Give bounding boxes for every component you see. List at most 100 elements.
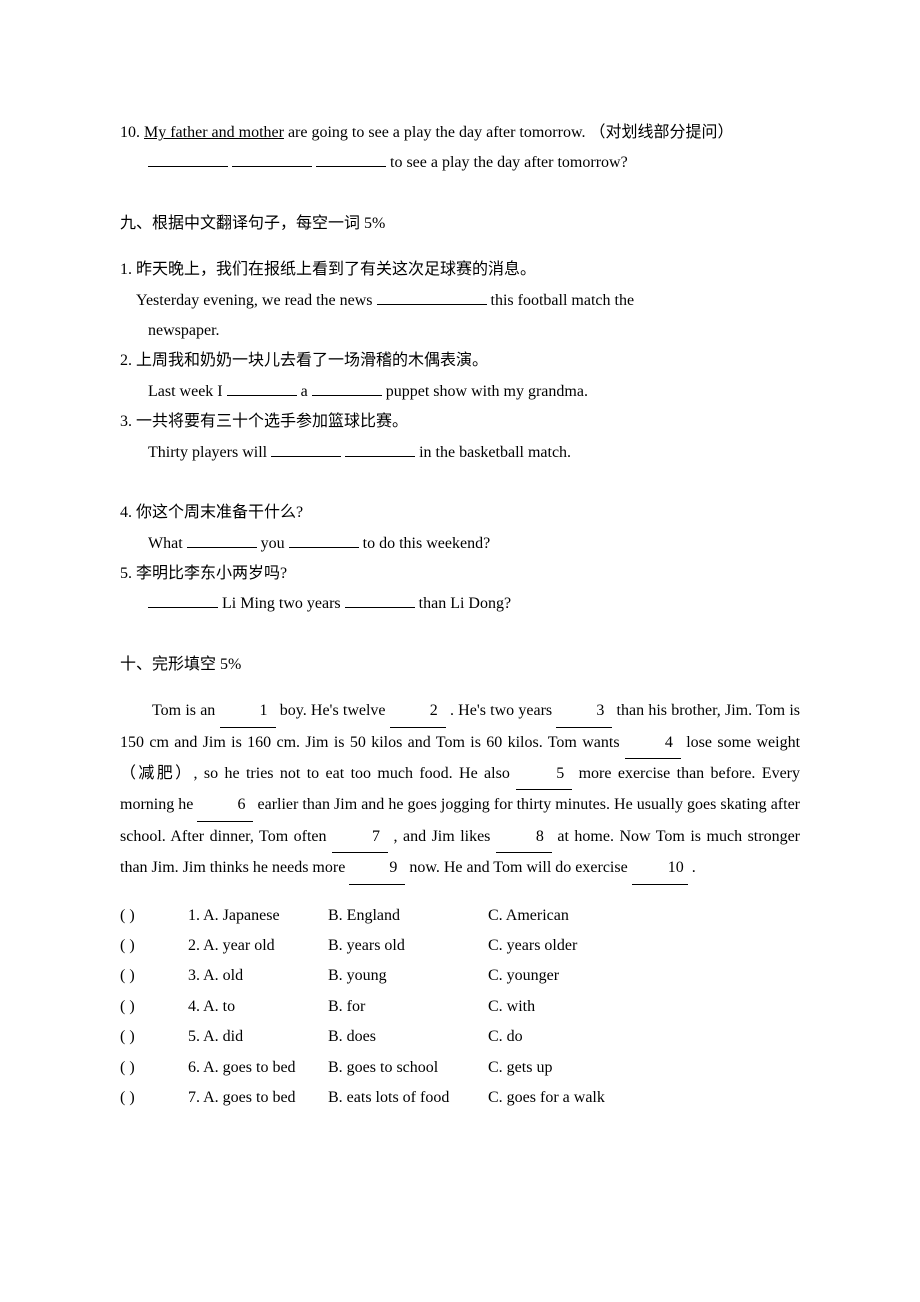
cloze-blank-10[interactable]: 10 bbox=[632, 853, 688, 884]
blank[interactable] bbox=[148, 150, 228, 167]
blank[interactable] bbox=[187, 531, 257, 548]
cloze-blank-1[interactable]: 1 bbox=[220, 696, 276, 727]
s9-q1-en: Yesterday evening, we read the news this… bbox=[120, 286, 800, 316]
opt-c: C. goes for a walk bbox=[488, 1083, 800, 1113]
answer-paren[interactable]: ( ) bbox=[120, 901, 188, 931]
q10-note: （对划线部分提问） bbox=[589, 124, 733, 141]
cloze-seg: Tom is an bbox=[152, 702, 220, 719]
blank[interactable] bbox=[227, 379, 297, 396]
opt-a: 5. A. did bbox=[188, 1022, 328, 1052]
blank[interactable] bbox=[312, 379, 382, 396]
blank[interactable] bbox=[377, 288, 487, 305]
s9-q1-zh: 1. 昨天晚上，我们在报纸上看到了有关这次足球赛的消息。 bbox=[120, 255, 800, 285]
q-zh: 李明比李东小两岁吗? bbox=[136, 565, 287, 582]
cloze-seg: boy. He's twelve bbox=[276, 702, 390, 719]
answer-paren[interactable]: ( ) bbox=[120, 1053, 188, 1083]
q10-answer-tail: to see a play the day after tomorrow? bbox=[390, 154, 628, 171]
cloze-blank-5[interactable]: 5 bbox=[516, 759, 572, 790]
blank[interactable] bbox=[148, 591, 218, 608]
en-post: in the basketball match. bbox=[415, 444, 571, 461]
en-mid: you bbox=[257, 535, 289, 552]
blank[interactable] bbox=[271, 440, 341, 457]
q-number: 4. bbox=[120, 504, 132, 521]
en-post: to do this weekend? bbox=[359, 535, 491, 552]
cloze-seg: now. He and Tom will do exercise bbox=[405, 859, 631, 876]
q-number: 5. bbox=[120, 565, 132, 582]
opt-b: B. young bbox=[328, 961, 488, 991]
cloze-blank-4[interactable]: 4 bbox=[625, 728, 681, 759]
answer-paren[interactable]: ( ) bbox=[120, 961, 188, 991]
q-zh: 上周我和奶奶一块儿去看了一场滑稽的木偶表演。 bbox=[136, 352, 488, 369]
blank[interactable] bbox=[316, 150, 386, 167]
option-row: ( ) 1. A. Japanese B. England C. America… bbox=[120, 901, 800, 931]
en-pre: Yesterday evening, we read the news bbox=[136, 292, 377, 309]
cloze-seg: , and Jim likes bbox=[388, 828, 496, 845]
option-row: ( ) 7. A. goes to bed B. eats lots of fo… bbox=[120, 1083, 800, 1113]
answer-paren[interactable]: ( ) bbox=[120, 1083, 188, 1113]
en-pre: What bbox=[148, 535, 187, 552]
opt-c: C. American bbox=[488, 901, 800, 931]
opt-b: B. for bbox=[328, 992, 488, 1022]
en-post: this football match the bbox=[487, 292, 635, 309]
blank[interactable] bbox=[289, 531, 359, 548]
opt-c: C. with bbox=[488, 992, 800, 1022]
cloze-blank-2[interactable]: 2 bbox=[390, 696, 446, 727]
blank[interactable] bbox=[345, 591, 415, 608]
cloze-seg: . bbox=[688, 859, 696, 876]
option-row: ( ) 3. A. old B. young C. younger bbox=[120, 961, 800, 991]
option-row: ( ) 6. A. goes to bed B. goes to school … bbox=[120, 1053, 800, 1083]
s9-q2-en: Last week I a puppet show with my grandm… bbox=[120, 377, 800, 407]
option-row: ( ) 5. A. did B. does C. do bbox=[120, 1022, 800, 1052]
q-number: 1. bbox=[120, 261, 132, 278]
s9-q4-zh: 4. 你这个周末准备干什么? bbox=[120, 498, 800, 528]
s9-q3-en: Thirty players will in the basketball ma… bbox=[120, 438, 800, 468]
q10-answer-line: to see a play the day after tomorrow? bbox=[120, 148, 800, 178]
section10-title: 十、完形填空 5% bbox=[120, 650, 800, 680]
opt-b: B. does bbox=[328, 1022, 488, 1052]
q-number: 3. bbox=[120, 413, 132, 430]
s9-q3-zh: 3. 一共将要有三十个选手参加篮球比赛。 bbox=[120, 407, 800, 437]
s9-q4-en: What you to do this weekend? bbox=[120, 529, 800, 559]
opt-a: 4. A. to bbox=[188, 992, 328, 1022]
cloze-blank-9[interactable]: 9 bbox=[349, 853, 405, 884]
cloze-blank-6[interactable]: 6 bbox=[197, 790, 253, 821]
en-line2: newspaper. bbox=[148, 322, 220, 339]
blank[interactable] bbox=[345, 440, 415, 457]
s9-q1-en2: newspaper. bbox=[120, 316, 800, 346]
opt-b: B. goes to school bbox=[328, 1053, 488, 1083]
q-number: 2. bbox=[120, 352, 132, 369]
cloze-blank-3[interactable]: 3 bbox=[556, 696, 612, 727]
blank[interactable] bbox=[232, 150, 312, 167]
answer-paren[interactable]: ( ) bbox=[120, 931, 188, 961]
option-row: ( ) 4. A. to B. for C. with bbox=[120, 992, 800, 1022]
s9-q5-zh: 5. 李明比李东小两岁吗? bbox=[120, 559, 800, 589]
opt-b: B. years old bbox=[328, 931, 488, 961]
opt-b: B. eats lots of food bbox=[328, 1083, 488, 1113]
q-zh: 昨天晚上，我们在报纸上看到了有关这次足球赛的消息。 bbox=[136, 261, 536, 278]
en-pre: Last week I bbox=[148, 383, 227, 400]
en-post: puppet show with my grandma. bbox=[382, 383, 588, 400]
answer-paren[interactable]: ( ) bbox=[120, 1022, 188, 1052]
cloze-blank-7[interactable]: 7 bbox=[332, 822, 388, 853]
q10-stem: 10. My father and mother are going to se… bbox=[120, 118, 800, 148]
opt-a: 7. A. goes to bed bbox=[188, 1083, 328, 1113]
cloze-seg: . He's two years bbox=[446, 702, 557, 719]
en-post: than Li Dong? bbox=[415, 595, 511, 612]
en-pre: Thirty players will bbox=[148, 444, 271, 461]
s9-q5-en: Li Ming two years than Li Dong? bbox=[120, 589, 800, 619]
s9-q2-zh: 2. 上周我和奶奶一块儿去看了一场滑稽的木偶表演。 bbox=[120, 346, 800, 376]
q-zh: 你这个周末准备干什么? bbox=[136, 504, 303, 521]
cloze-options: ( ) 1. A. Japanese B. England C. America… bbox=[120, 901, 800, 1114]
opt-a: 1. A. Japanese bbox=[188, 901, 328, 931]
opt-b: B. England bbox=[328, 901, 488, 931]
en-mid: a bbox=[297, 383, 312, 400]
q10-text-post: are going to see a play the day after to… bbox=[284, 124, 590, 141]
opt-a: 3. A. old bbox=[188, 961, 328, 991]
opt-c: C. younger bbox=[488, 961, 800, 991]
section9-title: 九、根据中文翻译句子，每空一词 5% bbox=[120, 209, 800, 239]
q10-number: 10. bbox=[120, 124, 140, 141]
answer-paren[interactable]: ( ) bbox=[120, 992, 188, 1022]
opt-c: C. do bbox=[488, 1022, 800, 1052]
cloze-blank-8[interactable]: 8 bbox=[496, 822, 552, 853]
q-zh: 一共将要有三十个选手参加篮球比赛。 bbox=[136, 413, 408, 430]
